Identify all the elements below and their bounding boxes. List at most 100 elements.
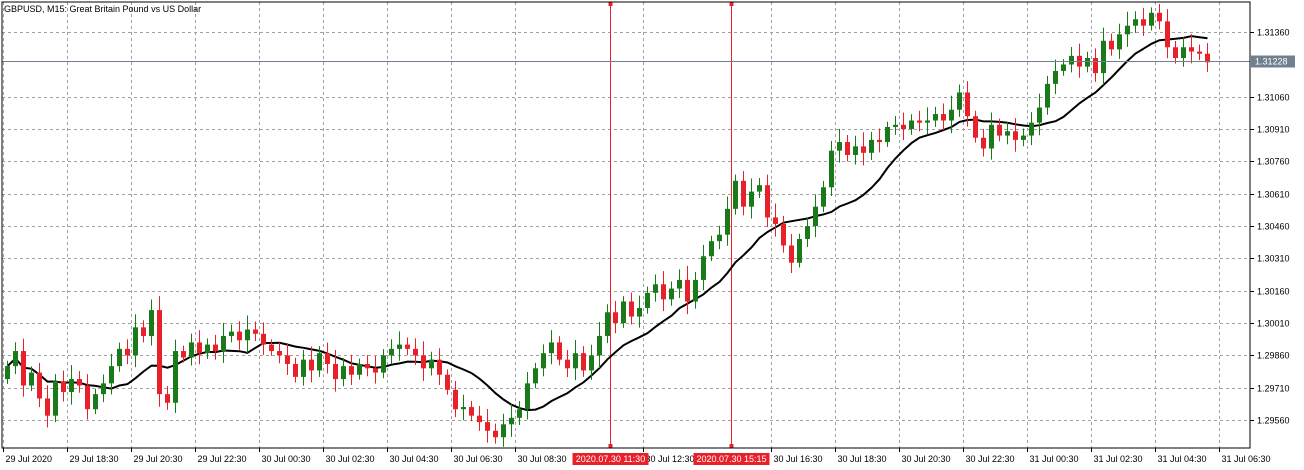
candle	[397, 331, 402, 361]
candle-body	[197, 342, 202, 354]
candle-body	[829, 150, 834, 188]
y-tick-label: 1.31360	[1257, 28, 1290, 38]
candle	[1029, 112, 1034, 146]
candle	[221, 322, 226, 363]
candle-body	[141, 327, 146, 336]
candle	[717, 225, 722, 250]
candle	[581, 346, 586, 377]
candle-body	[837, 142, 842, 151]
candle	[557, 336, 562, 366]
candle-body	[933, 114, 938, 121]
candle	[1189, 34, 1194, 64]
candle-body	[701, 256, 706, 280]
candle-body	[565, 359, 570, 369]
candle-body	[869, 139, 874, 153]
candle	[757, 178, 762, 199]
x-tick-label: 30 Jul 16:30	[774, 454, 823, 464]
candle-body	[29, 372, 34, 386]
candle-body	[709, 241, 714, 257]
candle	[1149, 7, 1154, 31]
candle	[1093, 48, 1098, 82]
candle	[621, 296, 626, 328]
candle	[493, 423, 498, 444]
candle-body	[405, 344, 410, 349]
candle-body	[1133, 19, 1138, 26]
price-label-bg	[1251, 55, 1295, 68]
candle	[245, 315, 250, 353]
candle	[1005, 121, 1010, 145]
y-tick-label: 1.30010	[1257, 319, 1290, 329]
candle-body	[45, 398, 50, 416]
candle	[301, 349, 306, 386]
y-tick-label: 1.29860	[1257, 351, 1290, 361]
candle-body	[309, 359, 314, 371]
y-tick-label: 1.31060	[1257, 93, 1290, 103]
candle	[509, 403, 514, 437]
candle-body	[173, 351, 178, 403]
candle	[37, 362, 42, 408]
candle	[925, 107, 930, 135]
candle	[605, 304, 610, 344]
candle	[85, 374, 90, 420]
candle	[1045, 75, 1050, 115]
candle	[469, 400, 474, 422]
candle	[845, 134, 850, 162]
candle-body	[733, 180, 738, 209]
candle	[701, 244, 706, 291]
candle	[1181, 37, 1186, 67]
candle-body	[389, 348, 394, 356]
candle-body	[357, 363, 362, 375]
candle-body	[1029, 122, 1034, 136]
candle-body	[805, 226, 810, 240]
candle	[677, 269, 682, 299]
candle-body	[653, 284, 658, 293]
candle	[333, 349, 338, 392]
candle-body	[853, 146, 858, 155]
candle-body	[629, 301, 634, 317]
price-label: 1.31228	[1255, 57, 1288, 67]
y-tick-label: 1.30910	[1257, 125, 1290, 135]
candle	[965, 81, 970, 127]
candle-body	[909, 120, 914, 130]
candle-body	[261, 333, 266, 345]
vertical-markers	[608, 2, 734, 448]
candle	[869, 131, 874, 160]
candle	[901, 112, 906, 141]
candle-body	[845, 142, 850, 155]
candle	[501, 413, 506, 447]
plot-frame	[1, 1, 1251, 449]
candle	[213, 334, 218, 360]
x-tick-label: 31 Jul 00:30	[1030, 454, 1079, 464]
candle	[781, 215, 786, 253]
candle	[365, 355, 370, 377]
candle-body	[325, 353, 330, 364]
candle	[877, 128, 882, 153]
candle	[237, 321, 242, 350]
marker-handle-bottom	[608, 444, 613, 448]
candle-body	[501, 424, 506, 438]
candle	[109, 353, 114, 395]
candle	[29, 366, 34, 392]
candle-body	[813, 206, 818, 227]
candle-body	[749, 191, 754, 207]
candle-body	[917, 120, 922, 123]
candle	[149, 299, 154, 346]
candle	[1021, 128, 1026, 147]
candle-body	[1117, 34, 1122, 50]
candle	[1205, 43, 1210, 72]
candle	[93, 388, 98, 415]
candle	[629, 292, 634, 325]
candle	[733, 174, 738, 215]
candle	[813, 194, 818, 238]
candle	[69, 365, 74, 405]
candle-body	[365, 363, 370, 369]
candle-body	[189, 342, 194, 358]
candle-body	[117, 348, 122, 367]
candle	[613, 300, 618, 334]
candle-body	[1173, 47, 1178, 59]
candles	[5, 3, 1210, 447]
candle	[421, 341, 426, 381]
candle	[229, 324, 234, 343]
